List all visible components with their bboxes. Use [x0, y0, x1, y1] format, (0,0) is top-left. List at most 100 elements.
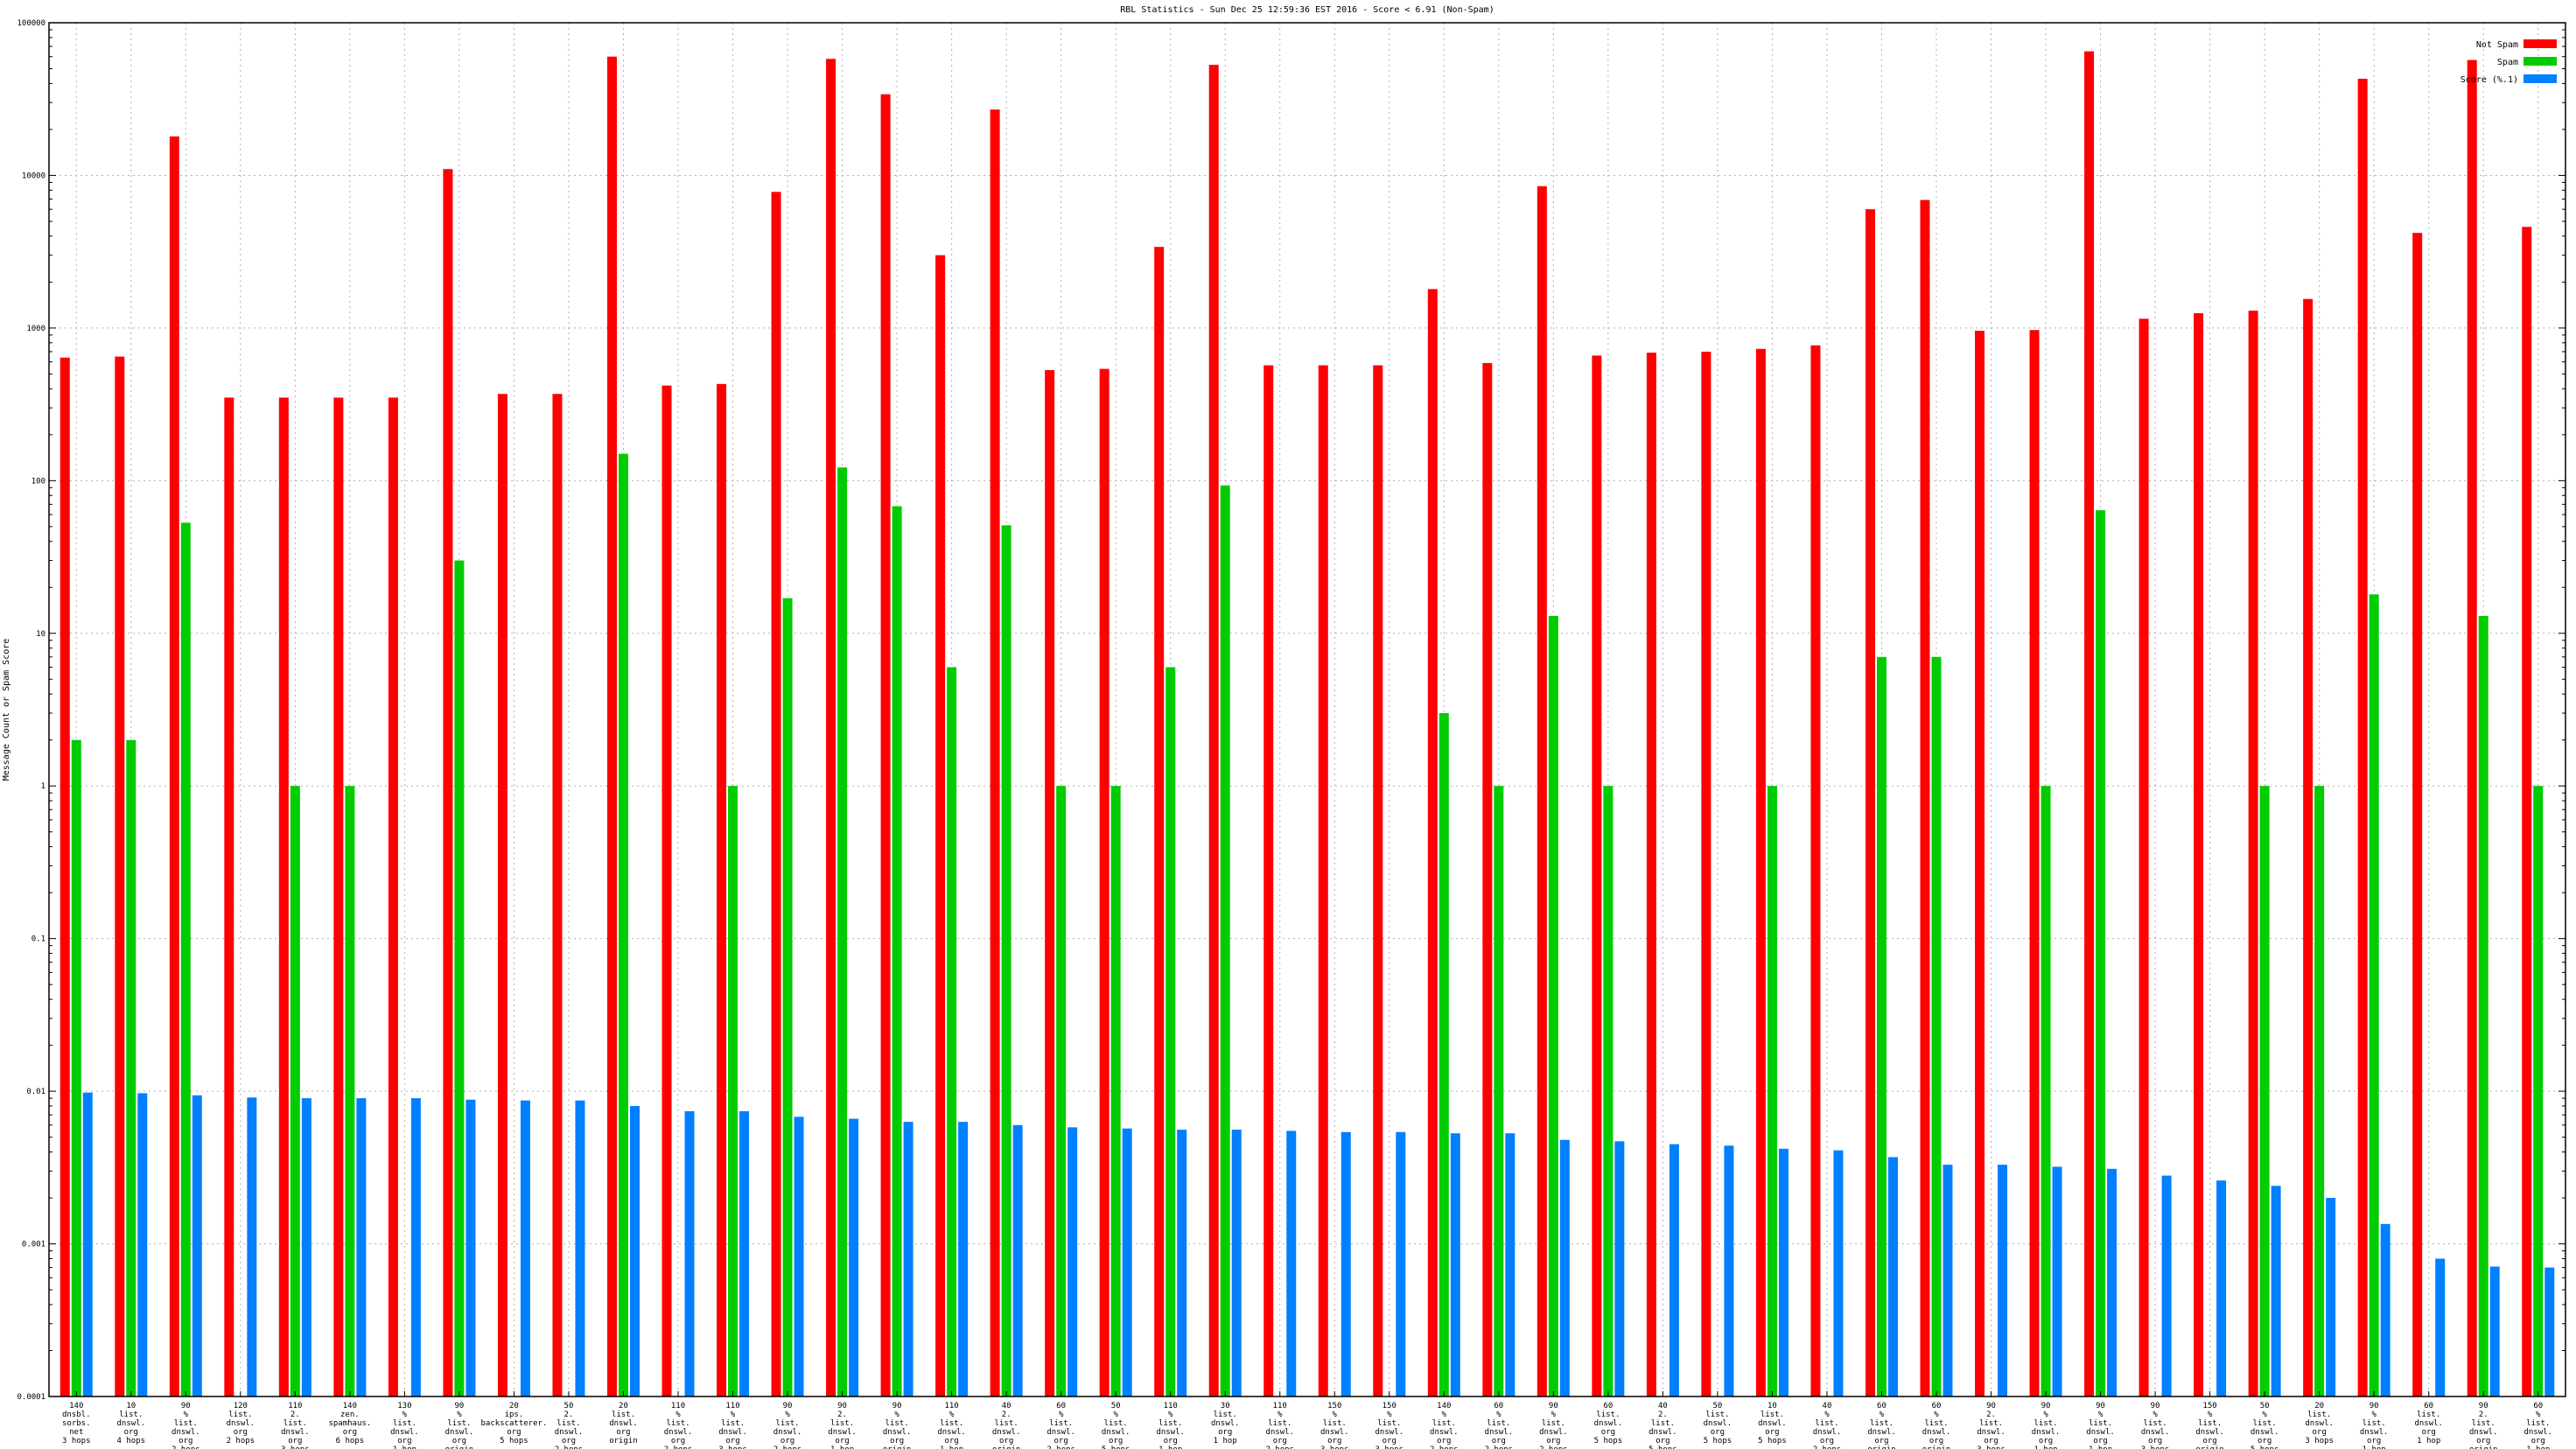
x-tick-label-line: dnswl.: [1648, 1428, 1677, 1437]
bar-score-1-22: [1286, 1130, 1297, 1396]
bar-not-spam-24: [1373, 365, 1383, 1397]
x-tick-label: 10 list. dnswl. org 5 hops: [1758, 1402, 1787, 1446]
bar-score-1-18: [1068, 1127, 1078, 1396]
x-tick-label-line: 2.: [1658, 1410, 1668, 1419]
x-tick-label-line: %: [1880, 1410, 1885, 1419]
x-tick-label-line: 3 hops: [2141, 1446, 2170, 1449]
x-tick-label-line: 2 hops: [1046, 1446, 1075, 1449]
x-tick-label-line: %: [184, 1410, 189, 1419]
bar-score-1-1: [137, 1093, 148, 1396]
x-tick-label-line: list.: [1487, 1419, 1510, 1428]
x-tick-label-line: org: [2093, 1437, 2107, 1446]
x-tick-label-line: backscatterer.: [481, 1419, 548, 1428]
bar-spam-45: [2533, 786, 2544, 1396]
x-tick-label-line: 3 hops: [718, 1446, 747, 1449]
x-tick-label-line: 2 hops: [227, 1437, 256, 1446]
x-tick-label-line: 6 hops: [336, 1437, 365, 1446]
bar-not-spam-19: [1099, 368, 1110, 1397]
bar-score-1-0: [82, 1092, 93, 1396]
x-tick-label-line: 2.: [2479, 1410, 2488, 1419]
bar-spam-4: [290, 786, 300, 1396]
bar-spam-19: [1110, 786, 1121, 1396]
x-tick-label-line: dnswl.: [718, 1428, 747, 1437]
x-tick-label-line: list.: [721, 1419, 745, 1428]
x-tick-label-line: list.: [830, 1419, 854, 1428]
x-tick-label-line: list.: [1049, 1419, 1073, 1428]
x-tick-label-line: 50: [2260, 1402, 2270, 1410]
x-tick-label-line: 1 hop: [2089, 1446, 2112, 1449]
x-tick-label-line: org: [397, 1437, 411, 1446]
bar-not-spam-35: [1975, 330, 1985, 1396]
x-tick-label-line: dnsbl.: [62, 1410, 91, 1419]
y-tick-label: 0.001: [22, 1241, 46, 1250]
x-tick-label-line: 60: [1056, 1402, 1066, 1410]
x-tick-label-line: org: [1492, 1437, 1506, 1446]
bar-not-spam-5: [333, 397, 344, 1396]
bar-score-1-3: [247, 1097, 257, 1396]
x-tick-label-line: 30: [1221, 1402, 1230, 1410]
x-tick-label-line: 2.: [837, 1410, 847, 1419]
x-tick-label-line: org: [835, 1437, 849, 1446]
bar-not-spam-45: [2522, 227, 2532, 1397]
bar-not-spam-16: [935, 255, 946, 1397]
y-tick-label: 1000: [26, 325, 46, 333]
x-tick-label-line: 3 hops: [62, 1437, 91, 1446]
bar-spam-28: [1603, 786, 1614, 1396]
bar-spam-37: [2096, 510, 2106, 1396]
x-tick-label-line: 120: [234, 1402, 248, 1410]
bar-not-spam-42: [2357, 78, 2368, 1396]
x-tick-label-line: list.: [174, 1419, 198, 1428]
bar-spam-14: [837, 467, 848, 1396]
x-tick-label-line: 3 hops: [2305, 1437, 2334, 1446]
x-tick-label-line: dnswl.: [2305, 1419, 2334, 1428]
legend-label: Not Spam: [2476, 40, 2518, 50]
bar-spam-2: [180, 522, 191, 1396]
x-tick-label-line: 130: [397, 1402, 411, 1410]
x-tick-label-line: list.: [556, 1419, 580, 1428]
bar-score-1-13: [794, 1116, 804, 1396]
y-axis-label: Message Count or Spam Score: [2, 639, 11, 781]
x-tick-label-line: org: [2148, 1437, 2162, 1446]
x-tick-label-line: org: [1929, 1437, 1943, 1446]
x-tick-label-line: origin: [883, 1446, 912, 1449]
x-tick-label-line: dnswl.: [2086, 1428, 2115, 1437]
x-tick-label-line: net: [69, 1428, 83, 1437]
x-tick-label-line: list.: [1979, 1419, 2003, 1428]
x-tick-label-line: dnswl.: [2414, 1419, 2443, 1428]
x-tick-label-line: 60: [2533, 1402, 2543, 1410]
bar-score-1-11: [684, 1110, 695, 1396]
x-tick-label-line: %: [1113, 1410, 1118, 1419]
x-tick-label-line: list.: [1596, 1410, 1620, 1419]
x-tick-label-line: dnswl.: [2141, 1428, 2170, 1437]
bar-score-1-17: [1012, 1124, 1023, 1396]
x-tick-label-line: dnswl.: [1758, 1419, 1787, 1428]
y-tick-label: 0.1: [32, 935, 46, 944]
bar-not-spam-40: [2248, 311, 2258, 1397]
x-tick-label-line: dnswl.: [1376, 1428, 1404, 1437]
x-tick-label-line: dnswl.: [172, 1428, 200, 1437]
y-tick-label: 10000: [22, 172, 46, 180]
x-tick-label-line: list.: [666, 1419, 690, 1428]
bar-not-spam-29: [1646, 353, 1656, 1397]
x-tick-label-line: org: [671, 1437, 685, 1446]
bar-not-spam-6: [388, 397, 398, 1396]
x-tick-label: 140 dnsbl. sorbs. net 3 hops: [62, 1402, 91, 1446]
bar-score-1-6: [410, 1098, 421, 1396]
x-tick-label-line: %: [1551, 1410, 1557, 1419]
x-tick-label-line: list.: [393, 1419, 416, 1428]
legend-swatch: [2524, 57, 2557, 66]
bar-not-spam-4: [278, 397, 289, 1396]
bar-not-spam-2: [169, 136, 179, 1396]
x-tick-label-line: 40: [1823, 1402, 1832, 1410]
x-tick-label-line: 2 hops: [1539, 1446, 1568, 1449]
bar-score-1-44: [2489, 1266, 2500, 1396]
x-tick-label-line: list.: [1705, 1410, 1729, 1419]
x-tick-label-line: dnswl.: [937, 1428, 966, 1437]
x-tick-label-line: dnswl.: [281, 1428, 310, 1437]
